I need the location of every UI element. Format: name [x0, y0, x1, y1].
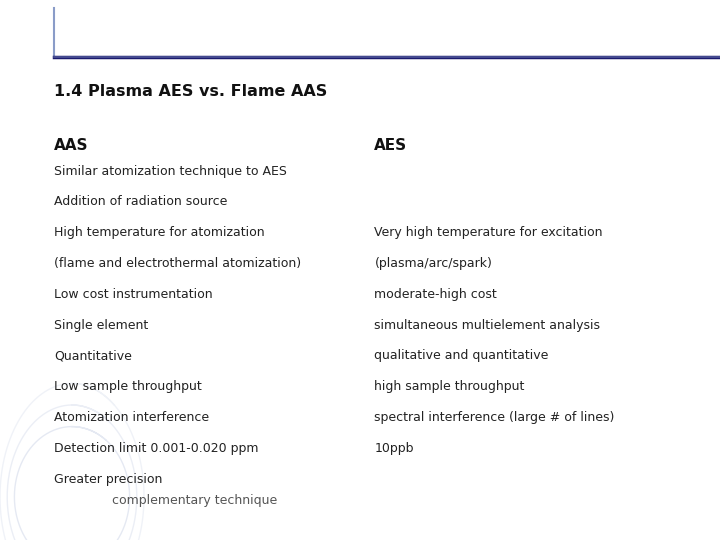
Text: Quantitative: Quantitative	[54, 349, 132, 362]
Text: simultaneous multielement analysis: simultaneous multielement analysis	[374, 319, 600, 332]
Text: Addition of radiation source: Addition of radiation source	[54, 195, 228, 208]
Text: Low sample throughput: Low sample throughput	[54, 380, 202, 393]
Text: Detection limit 0.001-0.020 ppm: Detection limit 0.001-0.020 ppm	[54, 442, 258, 455]
Text: Very high temperature for excitation: Very high temperature for excitation	[374, 226, 603, 239]
Text: (plasma/arc/spark): (plasma/arc/spark)	[374, 257, 492, 270]
Text: High temperature for atomization: High temperature for atomization	[54, 226, 265, 239]
Text: Low cost instrumentation: Low cost instrumentation	[54, 288, 212, 301]
Text: complementary technique: complementary technique	[112, 494, 277, 507]
Text: Atomization interference: Atomization interference	[54, 411, 209, 424]
Text: Greater precision: Greater precision	[54, 472, 163, 485]
Text: spectral interference (large # of lines): spectral interference (large # of lines)	[374, 411, 615, 424]
Text: 1.4 Plasma AES vs. Flame AAS: 1.4 Plasma AES vs. Flame AAS	[54, 84, 328, 99]
Text: Similar atomization technique to AES: Similar atomization technique to AES	[54, 165, 287, 178]
Text: AAS: AAS	[54, 138, 89, 153]
Text: Single element: Single element	[54, 319, 148, 332]
Text: high sample throughput: high sample throughput	[374, 380, 525, 393]
Text: AES: AES	[374, 138, 408, 153]
Text: 10ppb: 10ppb	[374, 442, 414, 455]
Text: qualitative and quantitative: qualitative and quantitative	[374, 349, 549, 362]
Text: (flame and electrothermal atomization): (flame and electrothermal atomization)	[54, 257, 301, 270]
Text: moderate-high cost: moderate-high cost	[374, 288, 497, 301]
